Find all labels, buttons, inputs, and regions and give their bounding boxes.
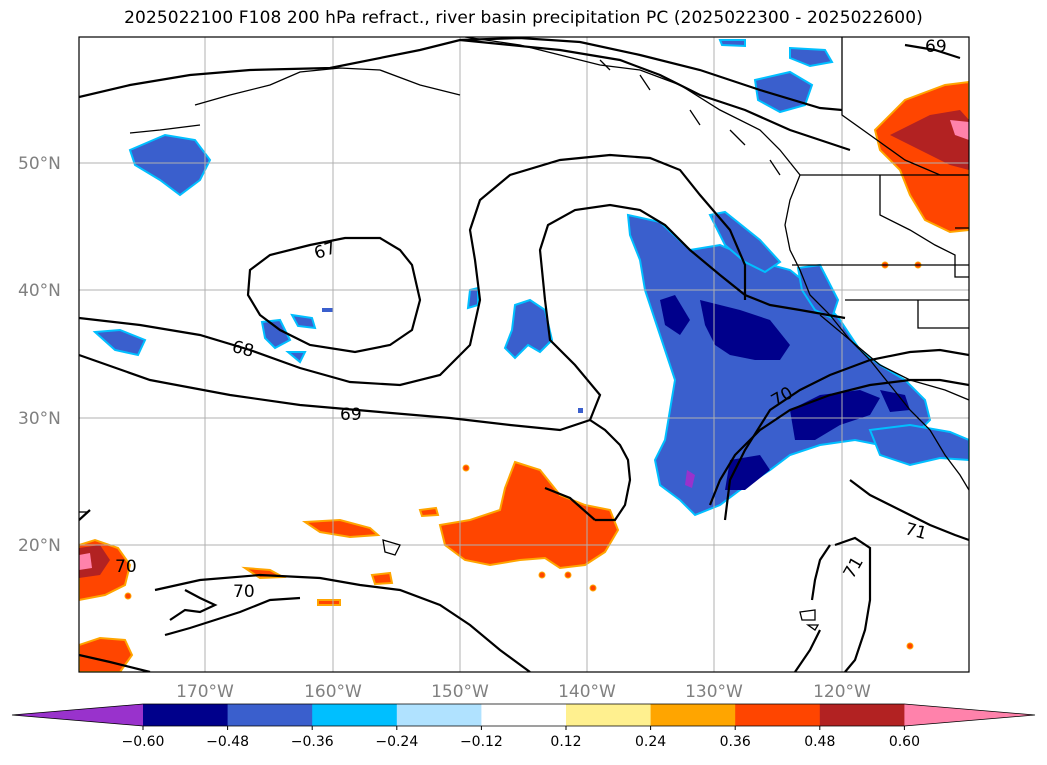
colorbar-extend-high (904, 704, 1035, 726)
colorbar-tick-label: −0.36 (291, 734, 334, 750)
lon-label: 160°W (304, 682, 362, 702)
colorbar-tick-label: 0.60 (889, 734, 920, 750)
refractivity-contours (79, 37, 969, 672)
lon-label: 140°W (558, 682, 616, 702)
colorbar-tick-label: 0.24 (635, 734, 666, 750)
lat-label: 30°N (18, 409, 61, 429)
latitude-labels: 50°N 40°N 30°N 20°N (18, 154, 61, 556)
colorbar-tick-label: −0.48 (206, 734, 249, 750)
colorbar-segment (312, 704, 398, 726)
colorbar-tick-label: −0.60 (122, 734, 165, 750)
colorbar-segment (650, 704, 736, 726)
lon-label: 120°W (813, 682, 871, 702)
colorbar-extend-low (12, 704, 143, 726)
colorbar-tick-label: −0.24 (375, 734, 418, 750)
colorbar-tick-label: 0.12 (550, 734, 581, 750)
colorbar-segment (227, 704, 313, 726)
lat-label: 50°N (18, 154, 61, 174)
colorbar-segment (566, 704, 652, 726)
contour-label: 69 (925, 37, 947, 57)
lon-label: 150°W (431, 682, 489, 702)
colorbar-segment (735, 704, 821, 726)
colorbar-segment (396, 704, 482, 726)
plot-frame (78, 36, 970, 673)
lon-label: 130°W (685, 682, 743, 702)
colorbar-tick-label: 0.48 (804, 734, 835, 750)
longitude-labels: 170°W 160°W 150°W 140°W 130°W 120°W (176, 682, 871, 702)
contour-label: 69 (340, 405, 362, 425)
colorbar: −0.60 −0.48 −0.36 −0.24 −0.12 0.12 0.24 0.36 0.4… (11, 703, 1036, 750)
colorbar-segment (481, 704, 567, 726)
coastlines (79, 37, 969, 631)
contour-label: 70 (233, 582, 255, 602)
colorbar-segment (143, 704, 229, 726)
map-title: 2025022100 F108 200 hPa refract., river … (124, 8, 923, 28)
colorbar-segment (819, 704, 905, 726)
lat-label: 40°N (18, 281, 61, 301)
colorbar-tick-label: 0.36 (720, 734, 751, 750)
contour-label: 70 (115, 557, 137, 577)
lon-label: 170°W (176, 682, 234, 702)
lat-label: 20°N (18, 536, 61, 556)
colorbar-tick-label: −0.12 (460, 734, 503, 750)
